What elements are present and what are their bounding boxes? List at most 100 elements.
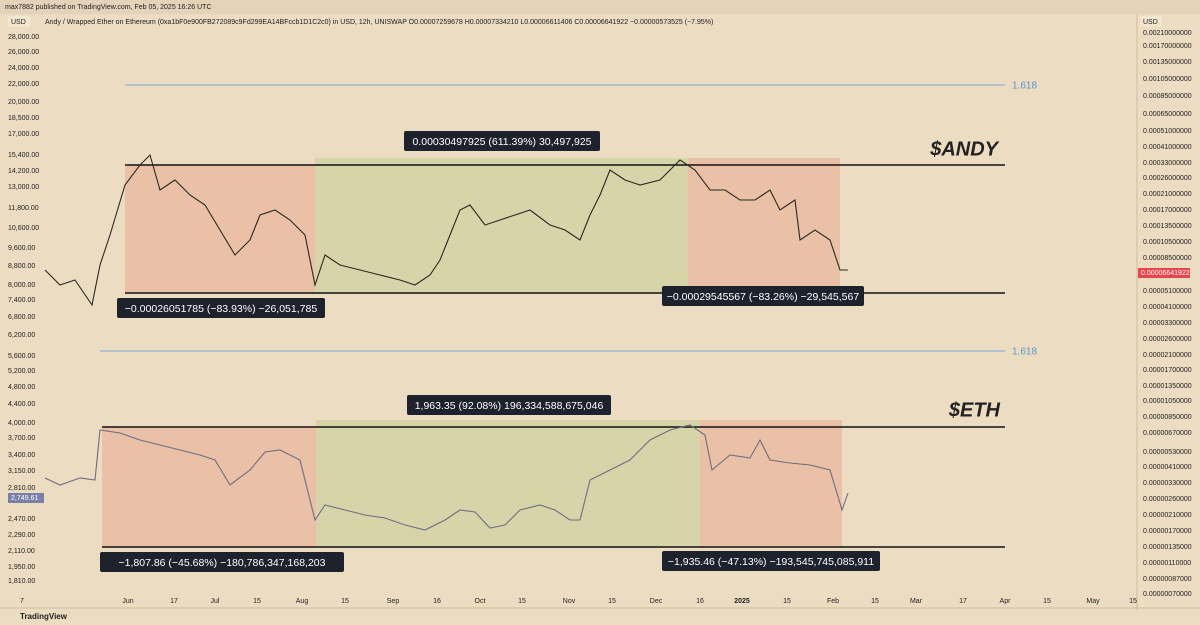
left-tick-label: 2,810.00 <box>8 485 35 492</box>
annotation-text: −1,935.46 (−47.13%) −193,545,745,085,911 <box>668 556 874 568</box>
left-tick-label: 7,400.00 <box>8 297 35 304</box>
time-tick-label: 15 <box>253 598 261 605</box>
time-tick-label: Sep <box>387 598 400 605</box>
time-tick-label: 15 <box>518 598 526 605</box>
annotation <box>662 286 864 306</box>
annotation <box>404 131 600 151</box>
right-tick-label: 0.00000850000 <box>1143 414 1192 421</box>
currency-badge <box>8 16 30 27</box>
left-tick-label: 24,000.00 <box>8 65 39 72</box>
right-tick-label: 0.00000210000 <box>1143 512 1192 519</box>
right-tick-label: 0.00041000000 <box>1143 144 1192 151</box>
drop-zone <box>688 158 840 293</box>
time-tick-label: Jul <box>211 598 220 605</box>
time-tick-label: Apr <box>1000 598 1012 605</box>
time-tick-label: 2025 <box>734 598 750 605</box>
right-tick-label: 0.00000530000 <box>1143 449 1192 456</box>
time-tick-label: Jun <box>122 598 133 605</box>
left-tick-label: 3,150.00 <box>8 468 35 475</box>
right-tick-label: 0.00017000000 <box>1143 207 1192 214</box>
time-tick-label: Nov <box>563 598 576 605</box>
left-tick-label: 28,000.00 <box>8 34 39 41</box>
time-tick-label: 17 <box>170 598 178 605</box>
left-tick-label: 9,600.00 <box>8 245 35 252</box>
right-tick-label: 0.00005100000 <box>1143 288 1192 295</box>
time-tick-label: 15 <box>1129 598 1137 605</box>
left-tick-label: 5,200.00 <box>8 368 35 375</box>
time-tick-label: Feb <box>827 598 839 605</box>
time-tick-label: Oct <box>475 598 486 605</box>
right-currency: USD <box>1143 19 1158 26</box>
right-tick-label: 0.00021000000 <box>1143 191 1192 198</box>
left-tick-label: 3,400.00 <box>8 452 35 459</box>
left-tick-label: 8,000.00 <box>8 282 35 289</box>
right-tick-label: 0.00008500000 <box>1143 255 1192 262</box>
right-tick-label: 0.00000260000 <box>1143 496 1192 503</box>
left-tick-label: 1,810.00 <box>8 578 35 585</box>
eth-label: $ETH <box>948 399 1001 421</box>
price-badge <box>8 493 44 503</box>
left-tick-label: 2,470.00 <box>8 516 35 523</box>
right-tick-label: 0.00000330000 <box>1143 480 1192 487</box>
annotation <box>100 552 344 572</box>
right-tick-label: 0.00002600000 <box>1143 336 1192 343</box>
annotation-text: −0.00026051785 (−83.93%) −26,051,785 <box>125 303 318 315</box>
left-currency: USD <box>11 19 26 26</box>
time-tick-label: 7 <box>20 598 24 605</box>
left-tick-label: 10,600.00 <box>8 225 39 232</box>
left-tick-label: 4,000.00 <box>8 420 35 427</box>
time-tick-label: 17 <box>959 598 967 605</box>
left-tick-label: 18,500.00 <box>8 115 39 122</box>
left-tick-label: 6,800.00 <box>8 314 35 321</box>
left-tick-label: 14,200.00 <box>8 168 39 175</box>
currency-badge <box>1140 16 1162 27</box>
right-tick-label: 0.00010500000 <box>1143 239 1192 246</box>
left-tick-label: 20,000.00 <box>8 99 39 106</box>
left-tick-label: 4,800.00 <box>8 384 35 391</box>
left-current: 2,749.61 <box>11 495 38 502</box>
left-tick-label: 26,000.00 <box>8 49 39 56</box>
right-tick-label: 0.00135000000 <box>1143 59 1192 66</box>
fib-label: 1.618 <box>1012 347 1037 358</box>
andy-price <box>44 153 848 307</box>
annotation-text: 1,963.35 (92.08%) 196,334,588,675,046 <box>415 400 604 412</box>
time-tick-label: 15 <box>783 598 791 605</box>
right-tick-label: 0.00013500000 <box>1143 223 1192 230</box>
left-tick-label: 22,000.00 <box>8 81 39 88</box>
left-tick-label: 11,800.00 <box>8 205 39 212</box>
right-tick-label: 0.00210000000 <box>1143 30 1192 37</box>
right-tick-label: 0.00000670000 <box>1143 430 1192 437</box>
left-tick-label: 3,700.00 <box>8 435 35 442</box>
time-tick-label: 16 <box>696 598 704 605</box>
price-badge <box>1138 268 1190 278</box>
right-tick-label: 0.00000410000 <box>1143 464 1192 471</box>
right-tick-label: 0.00002100000 <box>1143 352 1192 359</box>
right-tick-label: 0.00033000000 <box>1143 160 1192 167</box>
time-tick-label: 15 <box>341 598 349 605</box>
left-tick-label: 17,000.00 <box>8 131 39 138</box>
drop-zone <box>102 427 316 547</box>
right-tick-label: 0.00000170000 <box>1143 528 1192 535</box>
right-tick-label: 0.00085000000 <box>1143 93 1192 100</box>
time-tick-label: 16 <box>433 598 441 605</box>
time-tick-label: 15 <box>608 598 616 605</box>
left-tick-label: 5,600.00 <box>8 353 35 360</box>
time-tick-label: May <box>1086 598 1100 605</box>
right-tick-label: 0.00026000000 <box>1143 175 1192 182</box>
annotation <box>662 551 880 571</box>
annotation-text: −0.00029545567 (−83.26%) −29,545,567 <box>667 291 860 303</box>
left-tick-label: 4,400.00 <box>8 401 35 408</box>
fib-label: 1.618 <box>1012 81 1037 92</box>
left-tick-label: 15,400.00 <box>8 152 39 159</box>
right-tick-label: 0.00003300000 <box>1143 320 1192 327</box>
right-tick-label: 0.00000087000 <box>1143 576 1192 583</box>
right-tick-label: 0.00001050000 <box>1143 398 1192 405</box>
left-tick-label: 2,110.00 <box>8 548 35 555</box>
right-tick-label: 0.00001700000 <box>1143 367 1192 374</box>
right-tick-label: 0.00170000000 <box>1143 43 1192 50</box>
left-tick-label: 6,200.00 <box>8 332 35 339</box>
annotation-text: −1,807.86 (−45.68%) −180,786,347,168,203 <box>119 557 326 569</box>
right-tick-label: 0.00065000000 <box>1143 111 1192 118</box>
time-tick-label: Aug <box>296 598 309 605</box>
